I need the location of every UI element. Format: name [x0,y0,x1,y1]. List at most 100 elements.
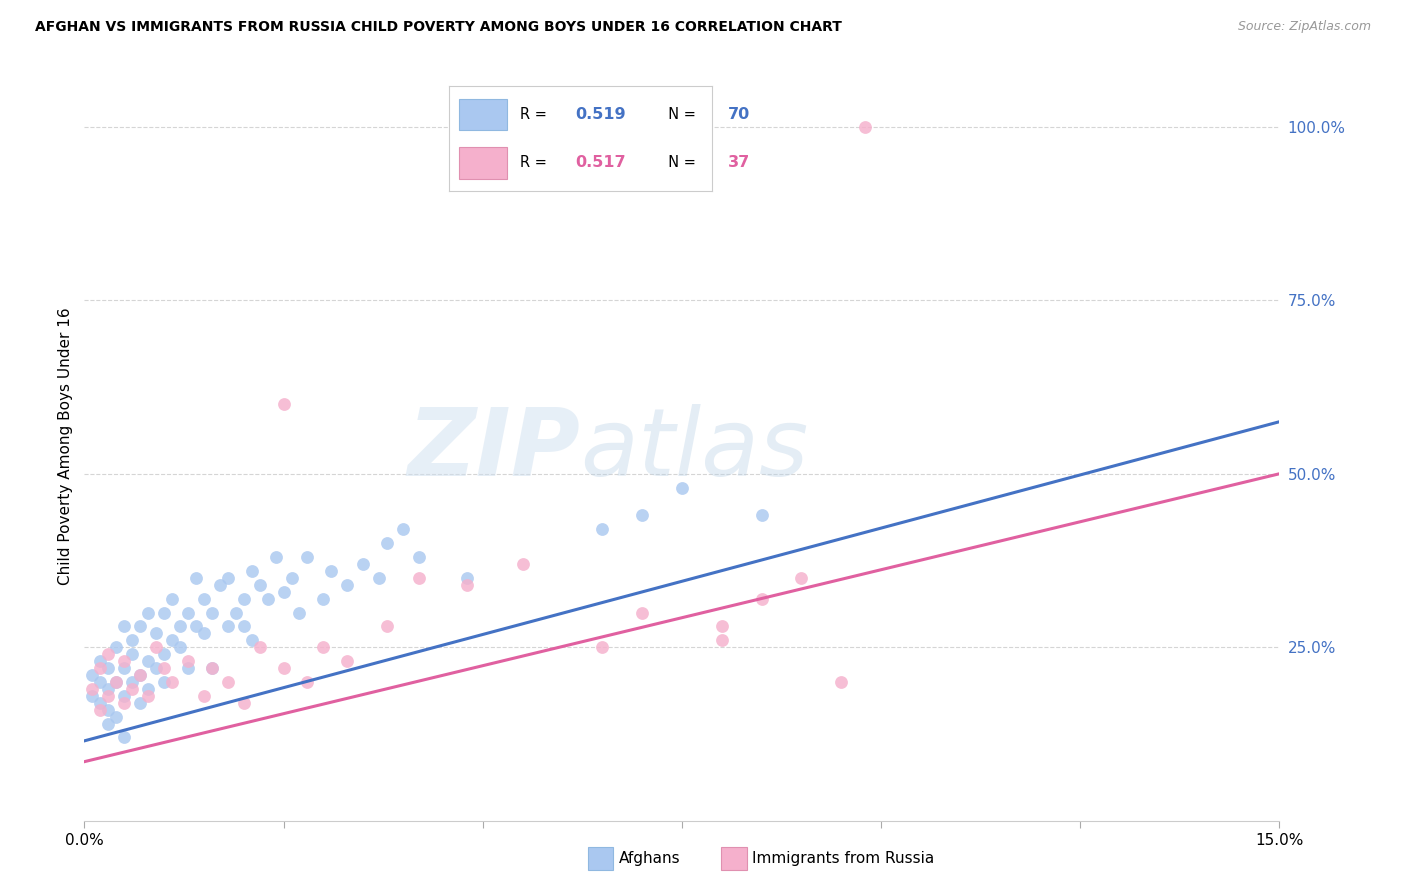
Point [751,508,773,523]
Text: Source: ZipAtlas.com: Source: ZipAtlas.com [1237,20,1371,33]
Point [408,571,430,585]
Point [97,647,120,661]
Point [136,606,159,620]
Point [201,661,224,675]
Point [273,397,295,411]
Point [129,696,152,710]
Point [105,640,128,655]
Point [129,668,152,682]
Point [710,619,733,633]
Point [112,654,135,668]
Point [249,640,271,655]
Point [232,619,254,633]
Point [112,689,135,703]
Point [256,591,278,606]
Point [97,716,120,731]
Point [153,674,176,689]
Point [105,709,128,723]
Point [375,536,398,550]
Point [751,591,773,606]
Point [145,661,167,675]
Point [160,633,183,648]
Point [853,120,876,134]
Point [145,640,167,655]
Point [352,557,374,571]
Point [169,619,191,633]
Point [82,689,104,703]
Point [456,578,478,592]
Text: AFGHAN VS IMMIGRANTS FROM RUSSIA CHILD POVERTY AMONG BOYS UNDER 16 CORRELATION C: AFGHAN VS IMMIGRANTS FROM RUSSIA CHILD P… [35,20,842,34]
Point [631,508,654,523]
Point [201,606,224,620]
Point [129,619,152,633]
Point [830,674,852,689]
Point [273,584,295,599]
Point [145,626,167,640]
Point [240,564,263,578]
Point [591,640,613,655]
Point [193,591,215,606]
Point [177,606,200,620]
Point [121,633,143,648]
Point [375,619,398,633]
Point [217,571,239,585]
Text: Afghans: Afghans [619,851,681,865]
Point [217,619,239,633]
Point [368,571,391,585]
Point [105,674,128,689]
Point [160,591,183,606]
Point [240,633,263,648]
Point [312,640,335,655]
Point [89,696,111,710]
Point [177,661,200,675]
Point [136,681,159,696]
Point [288,606,311,620]
Point [89,661,111,675]
Text: Immigrants from Russia: Immigrants from Russia [752,851,935,865]
Point [129,668,152,682]
Point [297,674,319,689]
Point [217,674,239,689]
Point [82,668,104,682]
Point [193,689,215,703]
Point [591,522,613,536]
Point [97,689,120,703]
Point [112,619,135,633]
Point [97,661,120,675]
Point [112,731,135,745]
Point [89,703,111,717]
Point [710,633,733,648]
Point [112,696,135,710]
Point [184,619,207,633]
Point [121,681,143,696]
Point [232,696,254,710]
Point [105,674,128,689]
Point [121,674,143,689]
Point [232,591,254,606]
Y-axis label: Child Poverty Among Boys Under 16: Child Poverty Among Boys Under 16 [58,307,73,585]
Point [193,626,215,640]
Point [169,640,191,655]
Point [153,606,176,620]
Point [280,571,302,585]
Point [82,681,104,696]
Point [456,571,478,585]
Point [273,661,295,675]
Point [321,564,343,578]
Point [249,578,271,592]
Point [336,578,359,592]
Point [177,654,200,668]
Point [121,647,143,661]
Point [512,557,534,571]
Point [408,549,430,564]
Point [671,481,693,495]
Point [112,661,135,675]
Point [631,606,654,620]
Point [89,654,111,668]
Point [89,674,111,689]
Point [264,549,287,564]
Point [153,647,176,661]
Point [201,661,224,675]
Point [790,571,813,585]
Point [208,578,231,592]
